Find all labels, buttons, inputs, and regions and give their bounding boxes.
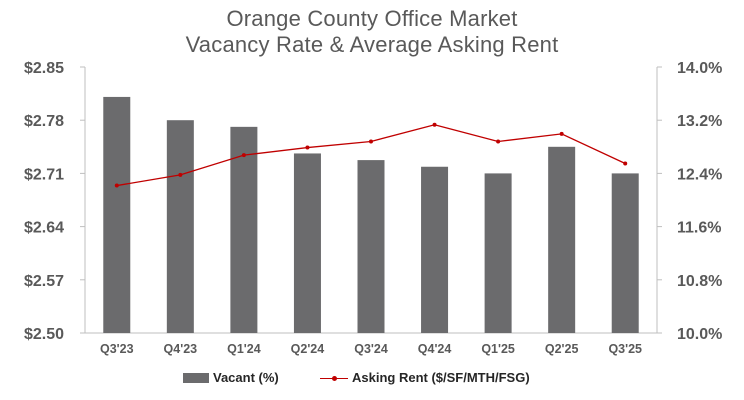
left-tick-label: $2.57 [24,273,64,290]
point-asking-rent [178,172,183,177]
right-tick-label: 10.8% [677,273,722,290]
x-tick-label: Q2'24 [291,342,325,356]
left-tick-label: $2.85 [24,60,64,77]
right-tick-label: 11.6% [677,220,721,237]
bar-vacant [166,120,194,333]
legend-item-asking-rent: Asking Rent ($/SF/MTH/FSG) [320,370,530,385]
right-tick-label: 14.0% [677,60,722,77]
chart-subtitle: Vacancy Rate & Average Asking Rent [185,32,559,57]
point-asking-rent [559,131,564,136]
x-tick-label: Q4'23 [164,342,198,356]
point-asking-rent [623,161,628,166]
bar-vacant [548,146,576,333]
point-asking-rent [496,139,501,144]
x-tick-label: Q1'25 [481,342,515,356]
right-tick-label: 12.4% [677,166,722,183]
bar-vacant [357,160,385,333]
bar-vacant [484,173,512,333]
left-tick-label: $2.50 [24,326,64,343]
x-tick-label: Q1'24 [227,342,261,356]
x-tick-label: Q2'25 [545,342,579,356]
right-tick-label: 13.2% [677,113,722,130]
legend-label-vacant: Vacant (%) [213,370,279,385]
point-asking-rent [305,145,310,150]
left-tick-label: $2.78 [24,113,64,130]
bar-vacant [103,96,131,333]
x-tick-label: Q3'25 [608,342,642,356]
legend-item-vacant: Vacant (%) [183,370,279,385]
bar-vacant [421,166,449,333]
point-asking-rent [241,153,246,158]
chart-legend: Vacant (%) Asking Rent ($/SF/MTH/FSG) [0,370,744,390]
point-asking-rent [432,122,437,127]
point-asking-rent [114,183,119,188]
x-tick-label: Q3'23 [100,342,134,356]
left-tick-label: $2.71 [24,166,64,183]
legend-bar-swatch [183,372,209,383]
legend-line-swatch [320,373,348,383]
bar-vacant [611,173,639,333]
right-tick-label: 10.0% [677,326,722,343]
point-asking-rent [369,139,373,144]
legend-label-asking-rent: Asking Rent ($/SF/MTH/FSG) [352,370,530,385]
left-tick-label: $2.64 [24,220,64,237]
x-tick-label: Q3'24 [354,342,388,356]
bar-vacant [293,153,321,333]
chart-title: Orange County Office Market [226,6,518,31]
x-tick-label: Q4'24 [418,342,452,356]
bar-vacant [230,126,258,333]
